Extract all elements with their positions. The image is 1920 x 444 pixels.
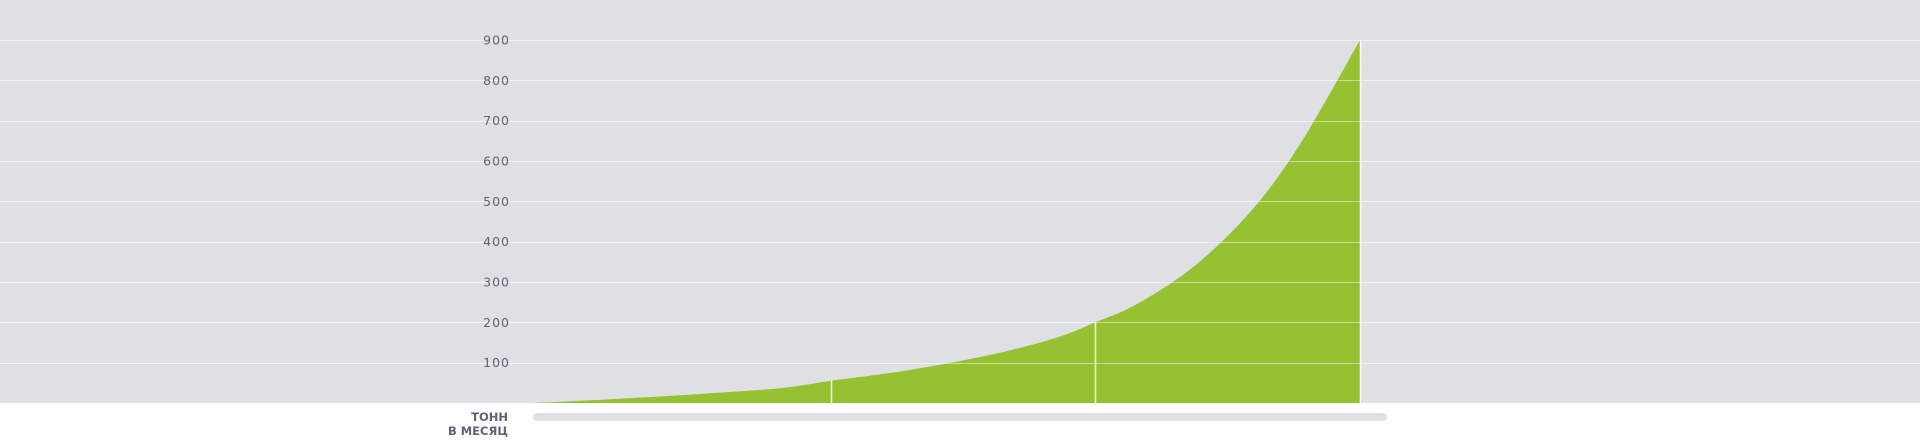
y-tick-label: 700 (483, 113, 510, 128)
y-tick-labels: 100 200 300 400 500 600 700 800 900 (483, 33, 510, 371)
y-tick-label: 900 (483, 33, 510, 48)
y-tick-label: 800 (483, 73, 510, 88)
marker-lines (830, 40, 1362, 403)
gridlines-overlay (533, 40, 1360, 364)
y-tick-label: 300 (483, 275, 510, 290)
y-tick-label: 600 (483, 154, 510, 169)
y-axis-label-line-1: ТОНН (471, 410, 508, 424)
area-series (533, 40, 1360, 403)
y-tick-label: 200 (483, 315, 510, 330)
y-tick-label: 500 (483, 194, 510, 209)
y-tick-label: 100 (483, 355, 510, 370)
y-axis-label-line-2: В МЕСЯЦ (448, 424, 508, 438)
y-tick-label: 400 (483, 234, 510, 249)
horizontal-scrollbar[interactable] (533, 413, 1387, 421)
